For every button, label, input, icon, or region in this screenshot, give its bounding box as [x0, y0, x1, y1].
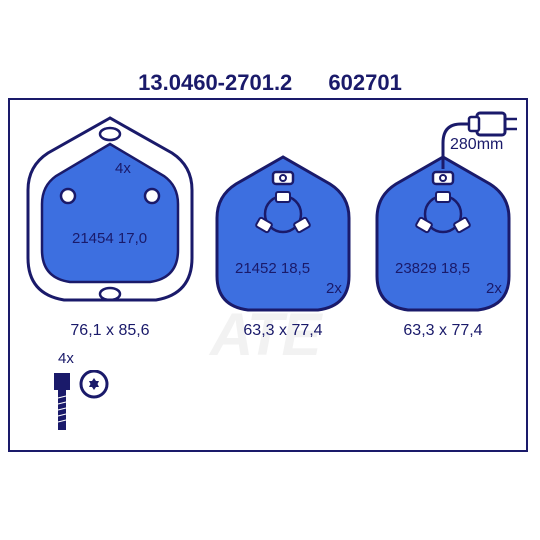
- pad-mid-code: 21452 18,5: [235, 260, 310, 277]
- diagram-container: 13.0460-2701.2 602701 ATE 4x 21454 17,0 …: [0, 0, 540, 540]
- pad-large: [22, 116, 198, 316]
- sensor-wire: [365, 99, 525, 169]
- wire-length: 280mm: [450, 136, 503, 154]
- part-number: 13.0460-2701.2: [138, 70, 292, 95]
- pad-large-dim: 76,1 x 85,6: [22, 322, 198, 340]
- short-code: 602701: [328, 70, 401, 95]
- diagram-frame: ATE 4x 21454 17,0 76,1 x 85,6: [8, 98, 528, 452]
- pad-right-qty: 2x: [486, 280, 502, 297]
- pad-right-code: 23829 18,5: [395, 260, 470, 277]
- pad-large-qty: 4x: [115, 160, 131, 177]
- bolt-qty: 4x: [58, 350, 74, 367]
- pad-mid-qty: 2x: [326, 280, 342, 297]
- pad-right-dim: 63,3 x 77,4: [372, 322, 514, 340]
- pad-mid-dim: 63,3 x 77,4: [212, 322, 354, 340]
- pad-large-code: 21454 17,0: [72, 230, 147, 247]
- bolt-icon: [52, 370, 110, 440]
- header-codes: 13.0460-2701.2 602701: [0, 70, 540, 96]
